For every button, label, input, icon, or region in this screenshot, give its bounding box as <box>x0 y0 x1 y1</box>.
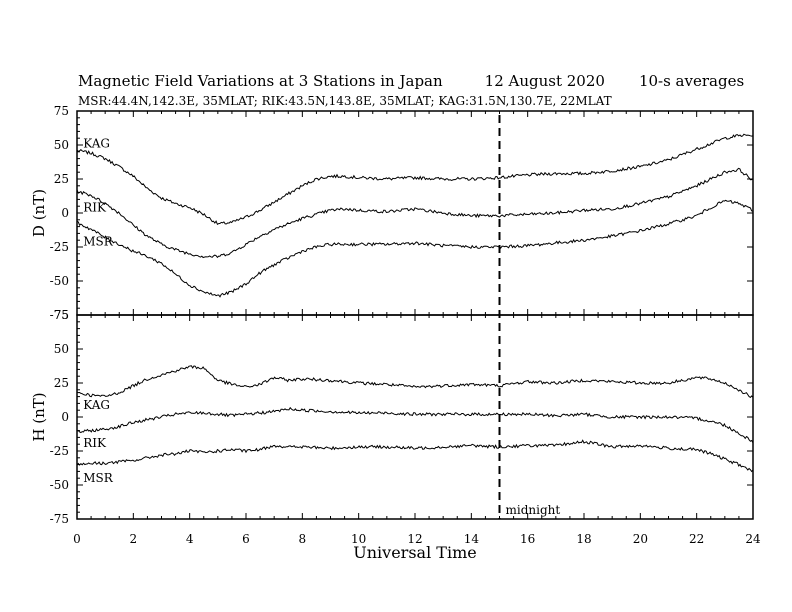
y-tick-label: 0 <box>61 206 69 220</box>
series-line-msr-d <box>76 199 754 298</box>
plot-frame-d <box>76 110 754 316</box>
x-tick-label: 10 <box>351 532 366 546</box>
y-tick-label: 25 <box>54 376 69 390</box>
series-line-rik-d <box>76 167 754 259</box>
series-label-rik-d: RIK <box>83 201 107 215</box>
y-tick-label: 50 <box>54 138 69 152</box>
y-tick-label: -25 <box>50 240 69 254</box>
y-tick-label: -75 <box>50 512 69 526</box>
series-line-msr-h <box>76 439 754 473</box>
x-axis-label: Universal Time <box>353 543 476 562</box>
series-line-rik-h <box>76 406 754 444</box>
series-line-kag-h <box>76 365 754 399</box>
d-panel: 75 50 25 0 -25 -50 -75 D (nT) KAG RIK MSR <box>30 104 754 322</box>
series-label-msr-d: MSR <box>83 235 114 249</box>
y-tick-label: 50 <box>54 342 69 356</box>
x-tick-label: 2 <box>130 532 138 546</box>
x-tick-label: 24 <box>745 532 761 546</box>
x-tick-label: 8 <box>299 532 307 546</box>
x-axis: 0 2 4 6 8 10 12 14 16 18 20 22 24 <box>73 532 761 546</box>
y-axis-label-d: D (nT) <box>30 189 48 237</box>
y-tick-label: -50 <box>50 274 69 288</box>
title-text: Magnetic Field Variations at 3 Stations … <box>78 72 443 90</box>
x-tick-label: 0 <box>73 532 81 546</box>
x-tick-label: 22 <box>689 532 704 546</box>
date-text: 12 August 2020 <box>484 72 605 90</box>
y-axis-label-h: H (nT) <box>30 392 48 441</box>
x-tick-label: 4 <box>186 532 194 546</box>
y-tick-label: 0 <box>61 410 69 424</box>
y-tick-label: -50 <box>50 478 69 492</box>
x-tick-label: 20 <box>633 532 648 546</box>
series-line-kag-d <box>76 133 754 226</box>
y-tick-label: 75 <box>54 104 69 118</box>
series-label-msr-h: MSR <box>83 471 114 485</box>
x-tick-label: 12 <box>407 532 422 546</box>
averaging-text: 10-s averages <box>638 72 745 90</box>
x-tick-label: 6 <box>242 532 250 546</box>
midnight-label: midnight <box>506 503 561 517</box>
chart-title: Magnetic Field Variations at 3 Stations … <box>78 72 744 90</box>
series-label-rik-h: RIK <box>83 436 107 450</box>
series-label-kag-d: KAG <box>83 137 110 151</box>
x-tick-label: 16 <box>520 532 535 546</box>
y-tick-label: 25 <box>54 172 69 186</box>
series-label-kag-h: KAG <box>83 398 110 412</box>
x-tick-label: 14 <box>464 532 480 546</box>
y-tick-label: -75 <box>50 308 69 322</box>
station-info: MSR:44.4N,142.3E, 35MLAT; RIK:43.5N,143.… <box>78 94 612 108</box>
y-tick-label: 75 <box>54 308 69 322</box>
x-tick-label: 18 <box>576 532 591 546</box>
h-panel: 75 50 25 0 -25 -50 -75 H (nT) KAG RIK MSR <box>30 308 754 526</box>
plot-frame-h <box>76 314 754 520</box>
y-tick-label: -25 <box>50 444 69 458</box>
